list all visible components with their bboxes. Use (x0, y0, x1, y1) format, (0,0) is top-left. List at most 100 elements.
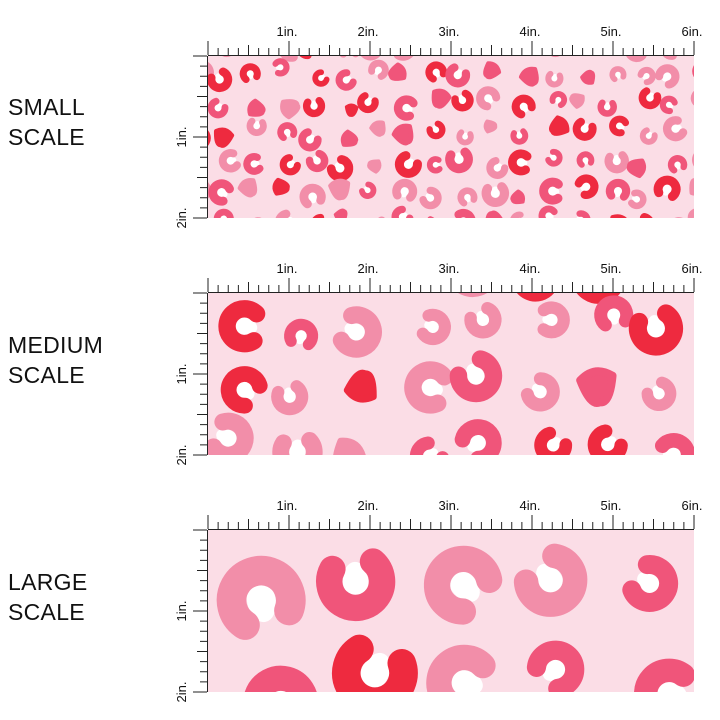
leopard-spot (456, 129, 474, 146)
spot-center (213, 103, 223, 113)
spot-shape (359, 181, 377, 199)
leopard-spot (483, 119, 498, 134)
spot-center (315, 219, 327, 230)
leopard-spot (697, 128, 710, 145)
spot-center (219, 214, 228, 218)
leopard-spot (208, 412, 254, 455)
spot-shape (626, 158, 647, 179)
spot-shape (170, 319, 206, 356)
spot-center (646, 315, 665, 342)
spot-shape (628, 213, 656, 218)
leopard-spot (426, 644, 496, 692)
leopard-spot (242, 665, 319, 692)
vertical-ruler: 1in. 2in. (174, 55, 208, 229)
spot-shape (332, 437, 367, 455)
leopard-spot (654, 433, 694, 455)
spot-center (424, 320, 441, 334)
leopard-spot (194, 177, 211, 201)
leopard-spot (237, 177, 258, 198)
spot-shape (175, 36, 199, 59)
spot-center (232, 317, 258, 335)
leopard-spot (660, 56, 682, 60)
spot-shape (332, 634, 418, 692)
spot-center (189, 93, 199, 104)
ruler-label: 4in. (520, 261, 541, 276)
leopard-spot (392, 178, 418, 202)
leopard-spot (312, 69, 330, 87)
spot-center (544, 212, 554, 218)
spot-center (424, 220, 433, 230)
spot-shape (571, 210, 591, 218)
horizontal-ruler: 1in. 2in. 3in. 4in. 5in. 6in. (207, 261, 702, 293)
leopard-spot (208, 67, 233, 93)
spot-center (364, 186, 372, 194)
spot-center (246, 68, 254, 79)
leopard-spot (296, 56, 319, 60)
spot-center (652, 385, 666, 402)
ruler-label: 5in. (601, 498, 622, 513)
spot-shape (476, 86, 501, 111)
spot-shape (326, 155, 354, 182)
leopard-spot (457, 31, 476, 48)
spot-center (284, 127, 291, 138)
leopard-spot (208, 126, 211, 151)
spot-center (458, 94, 467, 106)
spot-center (295, 328, 307, 345)
leopard-spots (175, 31, 710, 230)
spot-shape (305, 149, 329, 173)
spot-center (253, 223, 262, 229)
spot-shape (549, 115, 570, 136)
spot-center (536, 563, 565, 596)
spot-shape (431, 88, 452, 109)
spot-shape (391, 123, 414, 146)
spot-shape (638, 87, 662, 110)
leopard-spot (170, 654, 171, 704)
spot-center (418, 378, 443, 397)
spot-shape (667, 155, 688, 174)
ruler-label: 2in. (174, 682, 189, 703)
small-scale-swatch: 1in. 2in. 3in. 4in. 5in. 6in. 1in. 2in. (170, 20, 710, 230)
spot-center (542, 658, 568, 681)
spot-shape (208, 177, 211, 201)
spot-center (216, 428, 240, 448)
leopard-spot (393, 56, 414, 61)
label-small: SMALL SCALE (8, 92, 85, 152)
spot-shape (423, 545, 503, 625)
leopard-spot (367, 159, 382, 174)
spot-shape (419, 186, 442, 210)
spot-shape (333, 208, 348, 218)
spot-shape (534, 426, 573, 455)
leopard-spot (449, 350, 503, 403)
spot-center (283, 387, 296, 406)
spot-center (417, 259, 438, 283)
leopard-spot (272, 58, 290, 77)
spot-center (342, 561, 369, 601)
leopard-spot (368, 59, 389, 80)
spot-center (453, 69, 463, 81)
spot-center (551, 74, 558, 83)
leopard-spot (638, 87, 662, 110)
leopard-spot (445, 63, 471, 88)
spot-center (400, 185, 409, 198)
spot-shape (368, 59, 389, 80)
ruler-label: 2in. (174, 208, 189, 229)
spot-center (635, 218, 649, 230)
spot-shape (637, 66, 656, 86)
leopard-spot (274, 209, 301, 218)
leopard-spot (485, 210, 506, 218)
leopard-spot (391, 205, 414, 218)
leopard-spot (250, 217, 267, 229)
leopard-spot (454, 419, 502, 455)
spot-shape (518, 66, 539, 87)
spot-shape (572, 117, 597, 141)
spot-center (464, 192, 471, 203)
spot-center (194, 184, 202, 196)
leopard-spot (217, 56, 236, 58)
leopard-spot (316, 548, 396, 622)
leopard-spot (690, 88, 694, 108)
leopard-spot (689, 177, 694, 196)
label-line: SCALE (8, 362, 85, 388)
spot-center (613, 185, 623, 198)
ruler-label: 4in. (520, 24, 541, 39)
leopard-spot (518, 66, 539, 87)
